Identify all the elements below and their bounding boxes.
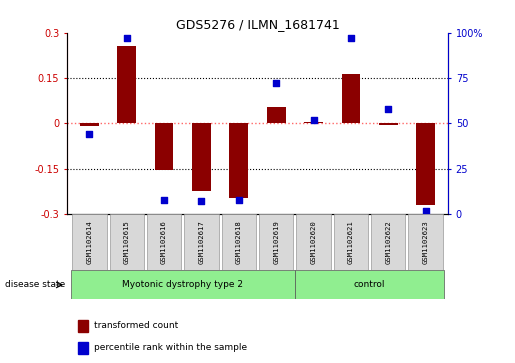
Bar	[379, 123, 398, 125]
Bar	[147, 214, 181, 270]
Bar	[78, 320, 88, 332]
Point	[310, 117, 318, 123]
Bar	[296, 214, 331, 270]
Text: GSM1102621: GSM1102621	[348, 220, 354, 264]
Text: GSM1102614: GSM1102614	[87, 220, 92, 264]
Bar	[259, 214, 294, 270]
Text: GSM1102620: GSM1102620	[311, 220, 317, 264]
Point	[347, 35, 355, 41]
Point	[235, 197, 243, 203]
Text: GSM1102618: GSM1102618	[236, 220, 242, 264]
Bar	[72, 214, 107, 270]
Bar	[78, 342, 88, 354]
Point	[85, 131, 94, 137]
Text: control: control	[354, 281, 385, 289]
Text: percentile rank within the sample: percentile rank within the sample	[94, 343, 247, 352]
Text: GSM1102617: GSM1102617	[198, 220, 204, 264]
Bar	[334, 214, 368, 270]
Bar	[371, 214, 405, 270]
Bar	[408, 214, 443, 270]
Text: disease state: disease state	[5, 281, 65, 289]
Bar	[184, 214, 219, 270]
Point	[123, 35, 131, 41]
Bar	[117, 46, 136, 123]
Bar	[71, 270, 295, 299]
Text: GSM1102619: GSM1102619	[273, 220, 279, 264]
Text: GSM1102622: GSM1102622	[385, 220, 391, 264]
Bar	[295, 270, 444, 299]
Bar	[267, 107, 285, 123]
Text: transformed count: transformed count	[94, 321, 178, 330]
Bar	[304, 122, 323, 123]
Title: GDS5276 / ILMN_1681741: GDS5276 / ILMN_1681741	[176, 19, 339, 32]
Bar	[416, 123, 435, 205]
Bar	[221, 214, 256, 270]
Point	[197, 199, 205, 204]
Text: GSM1102615: GSM1102615	[124, 220, 130, 264]
Text: Myotonic dystrophy type 2: Myotonic dystrophy type 2	[122, 281, 243, 289]
Text: GSM1102616: GSM1102616	[161, 220, 167, 264]
Bar	[192, 123, 211, 192]
Bar	[230, 123, 248, 197]
Bar	[80, 123, 99, 126]
Point	[421, 208, 430, 213]
Bar	[154, 123, 174, 170]
Point	[272, 81, 280, 86]
Text: GSM1102623: GSM1102623	[423, 220, 428, 264]
Point	[384, 106, 392, 112]
Bar	[110, 214, 144, 270]
Point	[160, 197, 168, 203]
Bar	[341, 73, 360, 123]
